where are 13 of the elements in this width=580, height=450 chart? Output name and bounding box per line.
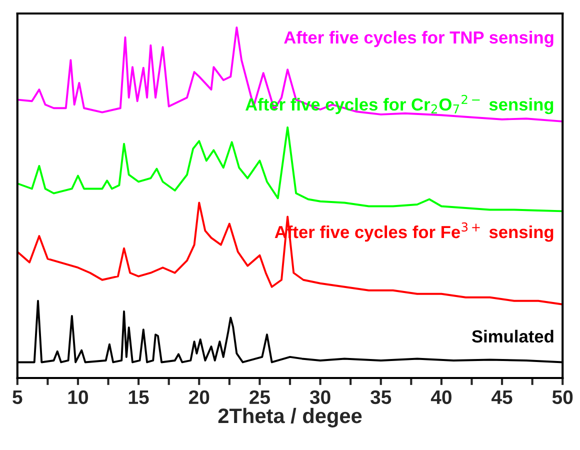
series-label: Simulated	[472, 330, 554, 343]
x-axis-title: 2Theta / degee	[218, 408, 362, 428]
x-tick-label: 35	[370, 390, 392, 404]
x-tick-label: 25	[250, 390, 270, 404]
x-tick-label: 15	[128, 390, 149, 404]
x-tick-label: 20	[188, 390, 210, 404]
x-tick-label: 10	[68, 390, 88, 404]
x-tick-label: 50	[552, 390, 573, 404]
x-tick-label: 30	[310, 390, 330, 404]
x-tick-label: 5	[12, 390, 22, 404]
x-tick-label: 40	[430, 390, 452, 404]
series-label: After five cycles for TNP sensing	[284, 30, 554, 48]
x-tick-label: 45	[492, 390, 512, 404]
